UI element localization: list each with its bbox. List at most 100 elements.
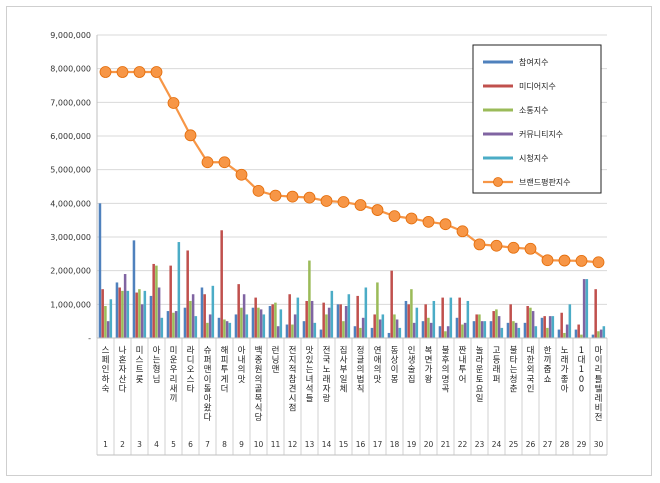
bar-2-10 bbox=[254, 297, 257, 338]
bar-2-5 bbox=[169, 265, 172, 338]
bar-2-26 bbox=[526, 306, 529, 338]
bar-5-1 bbox=[109, 299, 113, 338]
bar-2-20 bbox=[424, 304, 427, 338]
bar-4-8 bbox=[225, 321, 229, 338]
bar-1-16 bbox=[353, 326, 357, 338]
bar-1-19 bbox=[404, 300, 408, 338]
bar-3-5 bbox=[172, 312, 175, 338]
brand-index-point-12 bbox=[286, 190, 299, 203]
category-index-6: 6 bbox=[188, 440, 193, 449]
bar-4-4 bbox=[157, 287, 161, 338]
bar-5-16 bbox=[364, 287, 368, 338]
legend-label-1: 참여지수 bbox=[519, 57, 548, 67]
bar-4-1 bbox=[106, 321, 110, 338]
bar-series-layer bbox=[98, 203, 606, 338]
brand-index-point-6 bbox=[184, 129, 197, 142]
category-index-18: 18 bbox=[390, 440, 400, 449]
bar-4-24 bbox=[497, 316, 501, 338]
bar-4-17 bbox=[378, 319, 382, 338]
bar-1-1 bbox=[98, 203, 102, 338]
category-index-19: 19 bbox=[407, 440, 417, 449]
bar-3-9 bbox=[240, 307, 243, 338]
bar-2-19 bbox=[407, 304, 410, 338]
axes: - 1,000,000 2,000,000 3,000,000 4,000,000 5,0… bbox=[50, 31, 608, 456]
bar-3-28 bbox=[563, 332, 566, 338]
bar-2-30 bbox=[594, 289, 597, 338]
bar-1-25 bbox=[506, 322, 510, 338]
bar-3-2 bbox=[121, 290, 124, 338]
category-index-15: 15 bbox=[339, 440, 349, 449]
y-tick-label: - bbox=[88, 334, 91, 343]
bar-2-21 bbox=[441, 297, 444, 338]
bar-4-15 bbox=[344, 306, 348, 338]
bar-5-17 bbox=[381, 314, 385, 338]
bar-1-27 bbox=[540, 317, 544, 338]
bar-3-6 bbox=[189, 300, 192, 338]
brand-index-point-29 bbox=[575, 255, 588, 267]
bar-3-1 bbox=[104, 306, 107, 338]
bar-4-26 bbox=[531, 311, 535, 338]
bar-3-22 bbox=[461, 324, 464, 338]
bar-5-14 bbox=[330, 290, 334, 338]
bar-1-30 bbox=[591, 334, 595, 338]
bar-4-2 bbox=[123, 274, 127, 338]
bar-4-6 bbox=[191, 294, 195, 338]
category-index-16: 16 bbox=[356, 440, 366, 449]
bar-3-13 bbox=[308, 260, 311, 338]
brand-index-point-13 bbox=[303, 191, 316, 204]
bar-5-18 bbox=[398, 327, 402, 338]
bar-1-28 bbox=[557, 329, 561, 338]
brand-index-point-23 bbox=[473, 238, 486, 251]
bar-2-28 bbox=[560, 312, 563, 338]
bar-5-25 bbox=[517, 327, 521, 338]
bar-1-9 bbox=[234, 314, 238, 338]
bar-3-7 bbox=[206, 322, 209, 338]
y-tick-label: 8,000,000 bbox=[50, 65, 91, 74]
combo-chart: - 1,000,000 2,000,000 3,000,000 4,000,000 5,0… bbox=[50, 31, 608, 456]
bar-3-21 bbox=[444, 331, 447, 338]
bar-1-5 bbox=[166, 311, 170, 338]
bar-1-8 bbox=[217, 317, 221, 338]
bar-3-27 bbox=[546, 327, 549, 338]
chart-frame: - 1,000,000 2,000,000 3,000,000 4,000,000 5,0… bbox=[6, 6, 652, 476]
brand-index-point-2 bbox=[116, 66, 129, 78]
category-index-29: 29 bbox=[577, 440, 587, 449]
bar-2-3 bbox=[135, 292, 138, 338]
brand-index-point-14 bbox=[320, 195, 333, 207]
brand-index-point-24 bbox=[490, 239, 503, 252]
bar-1-23 bbox=[472, 321, 476, 338]
category-index-2: 2 bbox=[120, 440, 125, 449]
brand-index-point-28 bbox=[558, 254, 571, 267]
brand-index-point-30 bbox=[592, 256, 605, 269]
bar-2-9 bbox=[237, 284, 240, 338]
bar-5-2 bbox=[126, 290, 130, 338]
brand-index-point-4 bbox=[150, 66, 163, 78]
bar-4-23 bbox=[480, 321, 484, 338]
bar-1-18 bbox=[387, 332, 391, 338]
bar-1-6 bbox=[183, 307, 187, 338]
bar-5-28 bbox=[568, 304, 572, 338]
bar-5-27 bbox=[551, 316, 555, 338]
bar-5-8 bbox=[228, 322, 232, 338]
brand-index-point-8 bbox=[218, 156, 231, 169]
bar-1-10 bbox=[251, 307, 255, 338]
bar-5-21 bbox=[449, 297, 453, 338]
bar-5-10 bbox=[262, 314, 266, 338]
category-index-17: 17 bbox=[373, 440, 383, 449]
bar-2-23 bbox=[475, 314, 478, 338]
bar-5-24 bbox=[500, 327, 504, 338]
bar-1-12 bbox=[285, 324, 289, 338]
bar-4-19 bbox=[412, 322, 416, 338]
